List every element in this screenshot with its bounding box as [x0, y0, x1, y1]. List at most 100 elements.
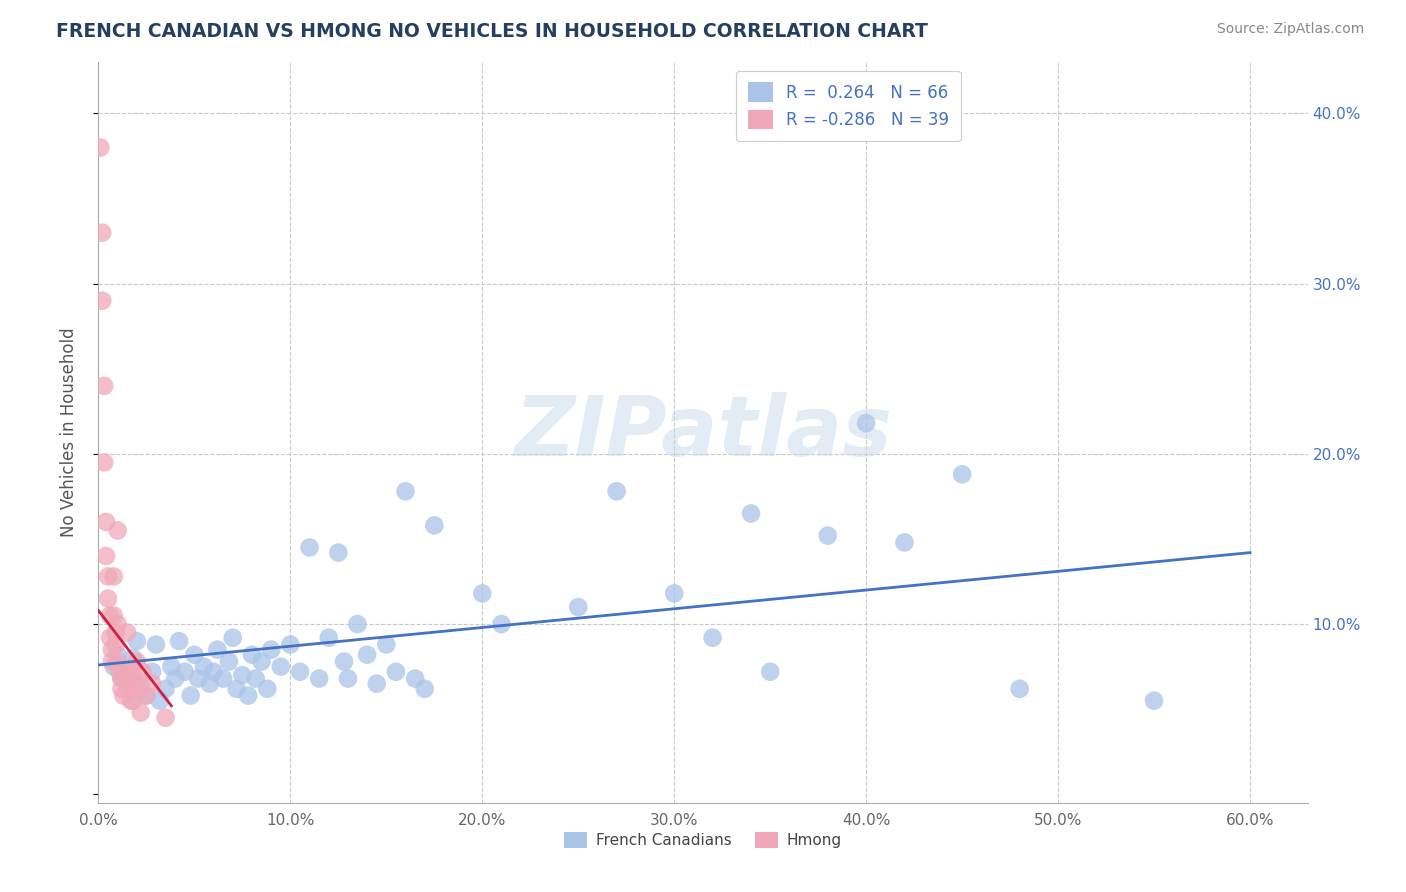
Point: [346, 617, 368, 632]
Point: [187, 672, 209, 686]
Point: [125, 655, 148, 669]
Point: [124, 676, 146, 690]
Point: [128, 681, 150, 696]
Point: [118, 681, 141, 696]
Point: [183, 648, 205, 662]
Point: [250, 655, 273, 669]
Point: [94, 515, 117, 529]
Point: [131, 665, 153, 679]
Point: [664, 586, 686, 600]
Point: [245, 672, 267, 686]
Point: [817, 528, 839, 542]
Point: [606, 484, 628, 499]
Point: [114, 665, 136, 679]
Point: [165, 672, 187, 686]
Point: [107, 655, 129, 669]
Point: [491, 617, 513, 632]
Point: [110, 672, 132, 686]
Point: [91, 293, 114, 308]
Point: [222, 631, 245, 645]
Point: [97, 569, 120, 583]
Point: [471, 586, 494, 600]
Point: [1143, 694, 1166, 708]
Point: [207, 642, 229, 657]
Point: [567, 600, 589, 615]
Point: [356, 648, 378, 662]
Text: ZIPatlas: ZIPatlas: [515, 392, 891, 473]
Point: [240, 648, 263, 662]
Point: [280, 638, 302, 652]
Point: [98, 631, 121, 645]
Point: [107, 617, 129, 632]
Point: [101, 642, 124, 657]
Point: [202, 665, 225, 679]
Point: [270, 659, 292, 673]
Point: [149, 694, 172, 708]
Point: [110, 681, 132, 696]
Point: [135, 689, 157, 703]
Point: [366, 676, 388, 690]
Point: [260, 642, 283, 657]
Point: [193, 659, 215, 673]
Point: [129, 676, 152, 690]
Point: [93, 379, 115, 393]
Point: [93, 455, 115, 469]
Point: [103, 608, 125, 623]
Y-axis label: No Vehicles in Household: No Vehicles in Household: [59, 327, 77, 538]
Point: [145, 638, 167, 652]
Point: [404, 672, 426, 686]
Point: [110, 672, 132, 686]
Point: [120, 694, 142, 708]
Point: [101, 655, 124, 669]
Point: [115, 665, 138, 679]
Point: [103, 659, 125, 673]
Point: [328, 546, 350, 560]
Point: [318, 631, 340, 645]
Point: [141, 676, 163, 690]
Point: [89, 140, 111, 154]
Point: [125, 634, 148, 648]
Point: [759, 665, 782, 679]
Point: [180, 689, 202, 703]
Point: [231, 668, 253, 682]
Point: [167, 634, 190, 648]
Point: [413, 681, 436, 696]
Point: [122, 651, 145, 665]
Point: [375, 638, 398, 652]
Point: [135, 689, 157, 703]
Point: [308, 672, 330, 686]
Point: [122, 665, 145, 679]
Point: [893, 535, 915, 549]
Point: [394, 484, 416, 499]
Point: [141, 665, 163, 679]
Point: [288, 665, 311, 679]
Point: [108, 665, 131, 679]
Point: [103, 569, 125, 583]
Point: [298, 541, 321, 555]
Text: FRENCH CANADIAN VS HMONG NO VEHICLES IN HOUSEHOLD CORRELATION CHART: FRENCH CANADIAN VS HMONG NO VEHICLES IN …: [56, 22, 928, 41]
Point: [236, 689, 259, 703]
Point: [115, 625, 138, 640]
Point: [385, 665, 408, 679]
Point: [855, 417, 877, 431]
Point: [218, 655, 240, 669]
Point: [97, 591, 120, 606]
Point: [225, 681, 247, 696]
Point: [1008, 681, 1031, 696]
Point: [129, 706, 152, 720]
Point: [104, 638, 127, 652]
Point: [702, 631, 724, 645]
Point: [112, 689, 135, 703]
Point: [423, 518, 446, 533]
Point: [98, 608, 121, 623]
Point: [256, 681, 278, 696]
Point: [104, 625, 127, 640]
Point: [107, 648, 129, 662]
Point: [107, 524, 129, 538]
Point: [155, 711, 177, 725]
Point: [94, 549, 117, 563]
Point: [950, 467, 973, 482]
Point: [115, 672, 138, 686]
Point: [333, 655, 356, 669]
Point: [122, 694, 145, 708]
